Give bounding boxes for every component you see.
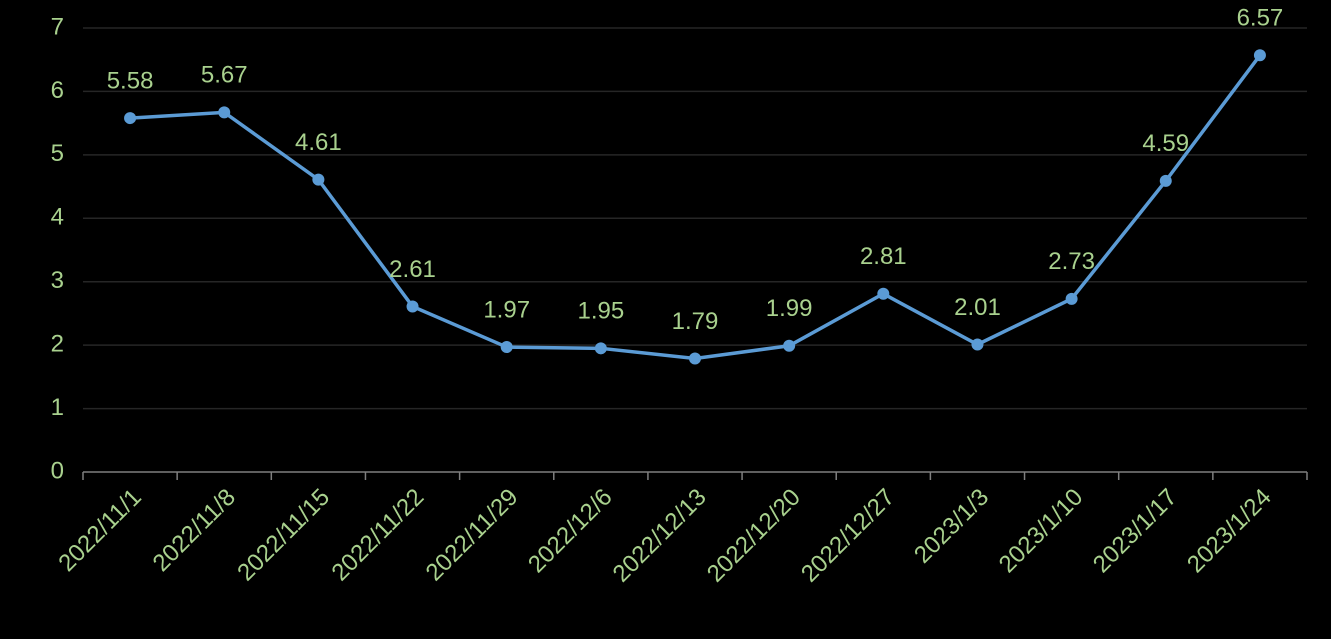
x-tick-label: 2022/11/29 bbox=[421, 484, 524, 587]
x-tick-label: 2023/1/3 bbox=[909, 484, 994, 569]
y-tick-label: 6 bbox=[51, 77, 64, 104]
data-label: 4.61 bbox=[295, 129, 342, 156]
point bbox=[1253, 49, 1266, 62]
point bbox=[689, 352, 701, 365]
point bbox=[877, 287, 890, 300]
x-tick-label: 2023/1/17 bbox=[1088, 484, 1183, 579]
y-tick-label: 7 bbox=[51, 13, 64, 40]
y-tick-label: 5 bbox=[51, 140, 64, 167]
data-label: 5.67 bbox=[201, 62, 248, 89]
data-label: 2.01 bbox=[954, 294, 1001, 321]
y-tick-label: 3 bbox=[51, 267, 64, 294]
data-label: 1.95 bbox=[577, 298, 624, 325]
x-tick-label: 2022/11/22 bbox=[326, 484, 429, 587]
x-tick-label: 2022/11/1 bbox=[53, 484, 146, 577]
data-label: 1.79 bbox=[672, 308, 719, 335]
data-label: 4.59 bbox=[1142, 130, 1189, 157]
point bbox=[594, 342, 607, 355]
y-tick-label: 2 bbox=[51, 330, 64, 357]
point bbox=[312, 173, 325, 186]
x-tick-label: 2023/1/24 bbox=[1182, 484, 1277, 579]
data-label: 2.73 bbox=[1048, 248, 1095, 275]
data-label: 6.57 bbox=[1237, 5, 1284, 32]
x-tick-label: 2022/12/13 bbox=[608, 484, 712, 588]
data-label: 1.99 bbox=[766, 295, 813, 322]
point bbox=[406, 300, 419, 313]
x-tick-label: 2022/12/20 bbox=[702, 484, 806, 588]
point bbox=[500, 341, 513, 354]
point bbox=[218, 106, 231, 119]
y-tick-label: 0 bbox=[51, 457, 64, 484]
data-label: 2.61 bbox=[389, 256, 436, 283]
x-tick-label: 2022/11/8 bbox=[148, 484, 241, 577]
data-label: 5.58 bbox=[107, 67, 154, 94]
x-tick-label: 2022/12/6 bbox=[523, 484, 618, 579]
point bbox=[124, 112, 137, 125]
point bbox=[783, 339, 796, 352]
data-label: 1.97 bbox=[483, 296, 530, 323]
y-tick-label: 1 bbox=[51, 394, 64, 421]
x-tick-label: 2023/1/10 bbox=[994, 484, 1089, 579]
data-label: 2.81 bbox=[860, 243, 907, 270]
x-tick-label: 2022/11/15 bbox=[232, 484, 335, 587]
x-tick-label: 2022/12/27 bbox=[796, 484, 900, 588]
point bbox=[1159, 174, 1172, 187]
point bbox=[1065, 292, 1078, 305]
point bbox=[971, 338, 984, 351]
y-tick-label: 4 bbox=[51, 204, 64, 231]
